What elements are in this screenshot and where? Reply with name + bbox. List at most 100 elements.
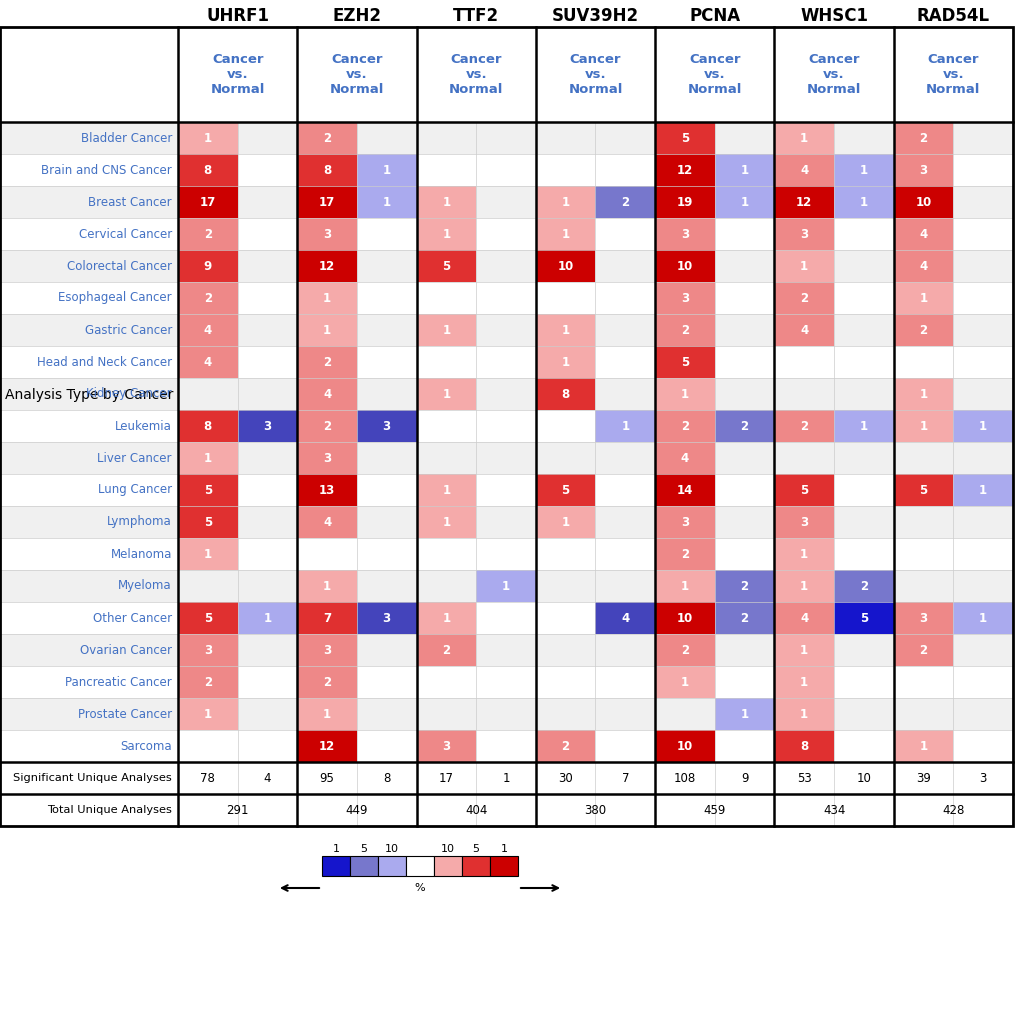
- Bar: [714, 378, 773, 410]
- Bar: [595, 250, 654, 282]
- Text: 3: 3: [204, 644, 212, 657]
- Bar: [476, 538, 535, 570]
- Bar: [237, 154, 297, 186]
- Text: 1: 1: [442, 612, 450, 625]
- Text: 1: 1: [382, 195, 390, 209]
- Text: 4: 4: [918, 227, 926, 241]
- Bar: [953, 410, 1012, 442]
- Bar: [773, 506, 834, 538]
- Text: Significant Unique Analyses: Significant Unique Analyses: [13, 773, 172, 783]
- Text: Colorectal Cancer: Colorectal Cancer: [67, 259, 172, 273]
- Text: Cervical Cancer: Cervical Cancer: [78, 227, 172, 241]
- Text: 5: 5: [204, 612, 212, 625]
- Bar: [654, 27, 773, 122]
- Bar: [0, 378, 178, 410]
- Text: 428: 428: [942, 804, 964, 816]
- Text: 4: 4: [323, 515, 331, 529]
- Bar: [834, 154, 893, 186]
- Bar: [178, 474, 237, 506]
- Bar: [297, 410, 357, 442]
- Text: 1: 1: [799, 547, 807, 561]
- Text: 1: 1: [681, 387, 689, 401]
- Bar: [0, 698, 178, 730]
- Bar: [535, 186, 595, 218]
- Bar: [535, 250, 595, 282]
- Bar: [297, 538, 357, 570]
- Bar: [378, 856, 406, 876]
- Bar: [178, 122, 237, 154]
- Bar: [595, 314, 654, 346]
- Bar: [834, 314, 893, 346]
- Bar: [654, 218, 714, 250]
- Bar: [178, 410, 237, 442]
- Text: 291: 291: [226, 804, 249, 816]
- Bar: [654, 154, 714, 186]
- Bar: [893, 794, 1012, 826]
- Text: 12: 12: [796, 195, 811, 209]
- Text: 1: 1: [323, 291, 331, 305]
- Bar: [714, 602, 773, 634]
- Text: 1: 1: [442, 195, 450, 209]
- Bar: [953, 762, 1012, 794]
- Text: 1: 1: [978, 419, 986, 433]
- Bar: [953, 602, 1012, 634]
- Bar: [953, 186, 1012, 218]
- Text: Gastric Cancer: Gastric Cancer: [85, 323, 172, 337]
- Bar: [476, 730, 535, 762]
- Bar: [476, 442, 535, 474]
- Text: Pancreatic Cancer: Pancreatic Cancer: [65, 676, 172, 689]
- Bar: [462, 856, 489, 876]
- Bar: [953, 730, 1012, 762]
- Bar: [834, 122, 893, 154]
- Bar: [237, 730, 297, 762]
- Bar: [237, 410, 297, 442]
- Text: 8: 8: [561, 387, 570, 401]
- Bar: [237, 378, 297, 410]
- Text: 1: 1: [500, 844, 507, 854]
- Text: 1: 1: [561, 195, 570, 209]
- Bar: [773, 27, 893, 122]
- Bar: [178, 314, 237, 346]
- Text: 1: 1: [204, 451, 212, 465]
- Text: 1: 1: [442, 483, 450, 497]
- Bar: [0, 474, 178, 506]
- Bar: [654, 314, 714, 346]
- Bar: [0, 314, 178, 346]
- Bar: [773, 794, 893, 826]
- Text: Breast Cancer: Breast Cancer: [89, 195, 172, 209]
- Bar: [953, 570, 1012, 602]
- Text: 3: 3: [323, 227, 331, 241]
- Text: Cancer
vs.
Normal: Cancer vs. Normal: [925, 53, 979, 96]
- Bar: [893, 282, 953, 314]
- Bar: [0, 442, 178, 474]
- Text: 380: 380: [584, 804, 606, 816]
- Bar: [416, 346, 476, 378]
- Text: 2: 2: [918, 323, 926, 337]
- Text: 4: 4: [621, 612, 629, 625]
- Text: 12: 12: [319, 259, 335, 273]
- Bar: [357, 250, 416, 282]
- Bar: [297, 122, 357, 154]
- Text: 2: 2: [859, 580, 867, 593]
- Bar: [178, 378, 237, 410]
- Bar: [893, 218, 953, 250]
- Bar: [297, 474, 357, 506]
- Bar: [834, 762, 893, 794]
- Bar: [535, 762, 595, 794]
- Bar: [595, 218, 654, 250]
- Bar: [595, 186, 654, 218]
- Bar: [237, 634, 297, 666]
- Bar: [714, 282, 773, 314]
- Text: 2: 2: [323, 131, 331, 145]
- Bar: [297, 698, 357, 730]
- Text: 2: 2: [918, 131, 926, 145]
- Bar: [0, 570, 178, 602]
- Text: 1: 1: [561, 323, 570, 337]
- Bar: [953, 538, 1012, 570]
- Bar: [953, 282, 1012, 314]
- Bar: [893, 698, 953, 730]
- Text: 1: 1: [323, 708, 331, 720]
- Bar: [237, 570, 297, 602]
- Bar: [714, 346, 773, 378]
- Bar: [953, 218, 1012, 250]
